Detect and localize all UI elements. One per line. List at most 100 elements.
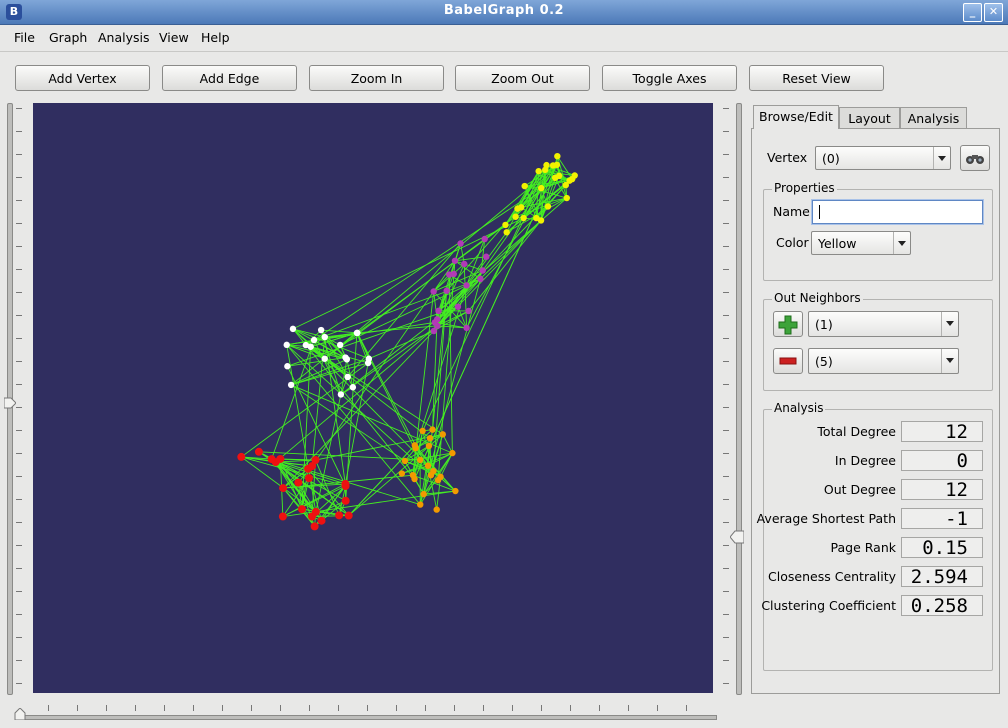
vertex-yellow[interactable] <box>503 229 510 236</box>
vertex-red[interactable] <box>279 484 288 493</box>
vertex-yellow[interactable] <box>544 203 552 210</box>
tab-analysis[interactable]: Analysis <box>900 107 967 129</box>
vertex-orange[interactable] <box>419 427 426 435</box>
remove-neighbor-button[interactable] <box>773 348 803 374</box>
add-edge-button[interactable]: Add Edge <box>162 65 297 91</box>
color-select[interactable]: Yellow <box>811 231 911 255</box>
vertex-yellow[interactable] <box>512 213 519 220</box>
vertex-yellow[interactable] <box>533 214 540 222</box>
vertex-yellow[interactable] <box>555 172 563 180</box>
vertex-red[interactable] <box>254 447 263 456</box>
vertex-white[interactable] <box>337 391 345 398</box>
vertex-red[interactable] <box>341 479 350 488</box>
vertex-white[interactable] <box>354 329 361 337</box>
vertex-purple[interactable] <box>446 271 453 278</box>
vertex-red[interactable] <box>237 452 246 461</box>
menu-file[interactable]: File <box>14 30 35 45</box>
vertex-white[interactable] <box>287 381 295 389</box>
vertex-white[interactable] <box>349 384 357 391</box>
minimize-button[interactable]: _ <box>963 3 982 22</box>
right-zoom-slider[interactable] <box>736 103 742 695</box>
vertex-yellow[interactable] <box>518 204 525 211</box>
vertex-white[interactable] <box>336 341 344 349</box>
vertex-orange[interactable] <box>433 506 440 513</box>
vertex-purple[interactable] <box>479 267 486 274</box>
vertex-purple[interactable] <box>435 307 442 315</box>
vertex-white[interactable] <box>344 373 351 381</box>
vertex-orange[interactable] <box>420 490 427 498</box>
left-slider-handle[interactable] <box>4 397 16 409</box>
vertex-white[interactable] <box>343 356 351 363</box>
vertex-orange[interactable] <box>416 456 424 464</box>
vertex-yellow[interactable] <box>521 182 528 190</box>
vertex-yellow[interactable] <box>553 161 561 169</box>
vertex-orange[interactable] <box>427 472 435 479</box>
vertex-yellow[interactable] <box>563 194 570 202</box>
menu-view[interactable]: View <box>159 30 189 45</box>
vertex-purple[interactable] <box>454 303 462 310</box>
vertex-red[interactable] <box>304 474 313 483</box>
close-button[interactable]: ✕ <box>984 3 1003 22</box>
tab-layout[interactable]: Layout <box>839 107 900 129</box>
vertex-red[interactable] <box>335 511 344 520</box>
vertex-orange[interactable] <box>425 442 433 450</box>
vertex-white[interactable] <box>302 341 310 349</box>
zoom-out-button[interactable]: Zoom Out <box>455 65 590 91</box>
vertex-purple[interactable] <box>430 288 437 295</box>
vertex-purple[interactable] <box>434 322 441 330</box>
add-neighbor-button[interactable] <box>773 311 803 337</box>
vertex-purple[interactable] <box>457 240 464 247</box>
vertex-white[interactable] <box>321 333 328 341</box>
vertex-orange[interactable] <box>412 444 419 452</box>
vertex-red[interactable] <box>344 511 353 520</box>
vertex-red[interactable] <box>310 522 319 531</box>
vertex-yellow[interactable] <box>535 167 542 175</box>
vertex-purple[interactable] <box>465 307 472 315</box>
vertex-red[interactable] <box>294 478 303 487</box>
vertex-white[interactable] <box>307 343 314 350</box>
vertex-yellow[interactable] <box>538 184 545 192</box>
vertex-orange[interactable] <box>426 435 434 442</box>
find-vertex-button[interactable] <box>960 145 990 171</box>
reset-view-button[interactable]: Reset View <box>749 65 884 91</box>
vertex-yellow[interactable] <box>571 172 578 179</box>
vertex-red[interactable] <box>311 507 320 516</box>
vertex-yellow[interactable] <box>542 166 549 174</box>
vertex-yellow[interactable] <box>566 177 573 184</box>
vertex-purple[interactable] <box>463 324 470 332</box>
zoom-in-button[interactable]: Zoom In <box>309 65 444 91</box>
tab-browse-edit[interactable]: Browse/Edit <box>753 105 839 129</box>
vertex-orange[interactable] <box>417 501 424 508</box>
vertex-white[interactable] <box>317 326 325 334</box>
vertex-orange[interactable] <box>401 457 409 465</box>
vertex-orange[interactable] <box>449 449 456 457</box>
vertex-white[interactable] <box>364 359 372 367</box>
vertex-select[interactable]: (0) <box>815 146 951 170</box>
remove-neighbor-select[interactable]: (5) <box>808 348 959 374</box>
vertex-white[interactable] <box>283 341 290 349</box>
name-field[interactable] <box>812 200 983 224</box>
right-slider-handle[interactable] <box>730 530 744 544</box>
vertex-red[interactable] <box>267 455 276 464</box>
bottom-pan-slider[interactable] <box>20 715 717 720</box>
vertex-purple[interactable] <box>443 287 450 294</box>
menu-help[interactable]: Help <box>201 30 230 45</box>
vertex-white[interactable] <box>321 355 328 362</box>
vertex-purple[interactable] <box>461 260 468 268</box>
vertex-yellow[interactable] <box>562 181 569 189</box>
vertex-yellow[interactable] <box>554 152 561 160</box>
vertex-white[interactable] <box>310 336 318 344</box>
vertex-white[interactable] <box>289 325 297 333</box>
vertex-red[interactable] <box>317 516 326 525</box>
vertex-orange[interactable] <box>434 476 442 484</box>
toggle-axes-button[interactable]: Toggle Axes <box>602 65 737 91</box>
vertex-purple[interactable] <box>481 235 488 243</box>
graph-canvas[interactable] <box>33 103 713 693</box>
vertex-yellow[interactable] <box>520 214 527 222</box>
menu-analysis[interactable]: Analysis <box>98 30 150 45</box>
vertex-red[interactable] <box>308 462 317 471</box>
vertex-purple[interactable] <box>451 257 459 264</box>
vertex-red[interactable] <box>341 496 350 505</box>
graph-view[interactable] <box>33 103 713 693</box>
vertex-purple[interactable] <box>430 327 438 335</box>
